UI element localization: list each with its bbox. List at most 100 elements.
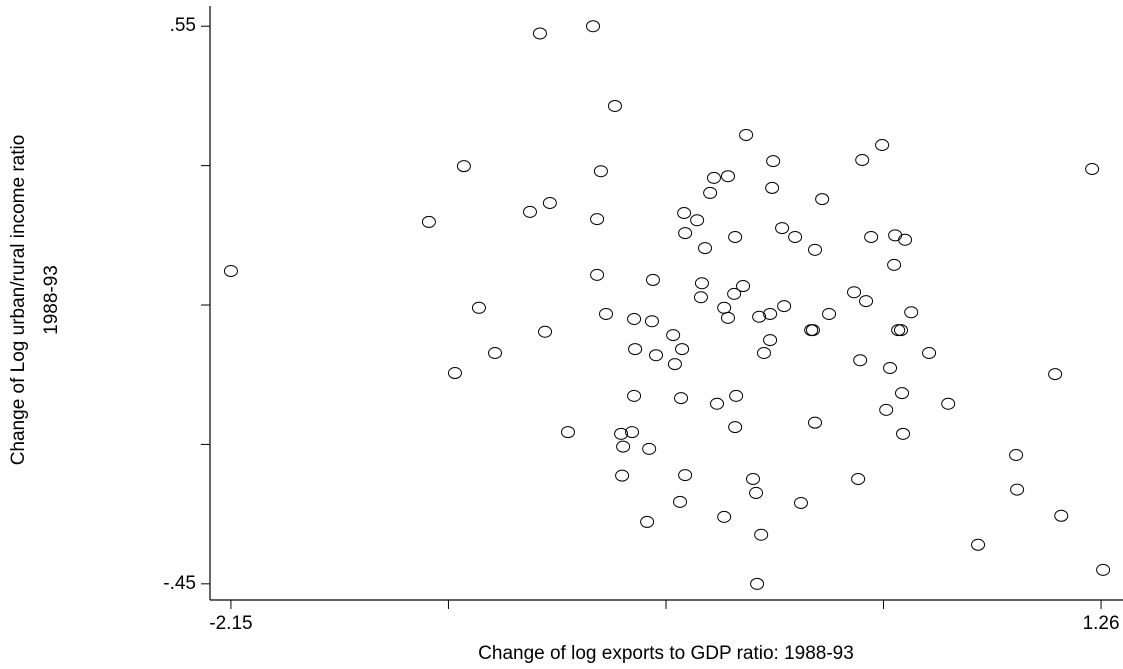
- point: [1054, 509, 1069, 522]
- point: [522, 205, 537, 218]
- point: [752, 310, 767, 323]
- point: [898, 233, 913, 246]
- point: [673, 495, 688, 508]
- point: [763, 334, 778, 347]
- point: [739, 128, 754, 141]
- point: [586, 20, 601, 33]
- point: [590, 268, 605, 281]
- point: [922, 346, 937, 359]
- point: [750, 577, 765, 590]
- point: [859, 295, 874, 308]
- point: [847, 286, 862, 299]
- point: [599, 307, 614, 320]
- point: [1009, 449, 1024, 462]
- point: [561, 426, 576, 439]
- point: [808, 416, 823, 429]
- point: [736, 280, 751, 293]
- point: [875, 138, 890, 151]
- point: [853, 354, 868, 367]
- point: [640, 515, 655, 528]
- point: [616, 440, 631, 453]
- point: [488, 346, 503, 359]
- point: [777, 300, 792, 313]
- point: [593, 165, 608, 178]
- point: [532, 27, 547, 40]
- point: [642, 442, 657, 455]
- point: [675, 343, 690, 356]
- point: [763, 307, 778, 320]
- point: [1048, 368, 1063, 381]
- point: [717, 301, 732, 314]
- point: [883, 362, 898, 375]
- point: [1096, 563, 1111, 576]
- point: [815, 193, 830, 206]
- point: [706, 171, 721, 184]
- point: [677, 207, 692, 220]
- point: [1010, 483, 1025, 496]
- point: [538, 325, 553, 338]
- point: [896, 427, 911, 440]
- y-tick-label: .55: [170, 15, 196, 36]
- y-axis-title: Change of Log urban/rural income ratio: [8, 135, 29, 466]
- point: [855, 154, 870, 167]
- point: [1085, 162, 1100, 175]
- point: [693, 291, 708, 304]
- point: [793, 496, 808, 509]
- point: [649, 349, 664, 362]
- point: [694, 277, 709, 290]
- point: [775, 222, 790, 235]
- point: [615, 469, 630, 482]
- point: [678, 227, 693, 240]
- point: [447, 367, 462, 380]
- point: [754, 528, 769, 541]
- point: [471, 301, 486, 314]
- point: [627, 389, 642, 402]
- point: [805, 324, 820, 337]
- point: [590, 213, 605, 226]
- point: [703, 186, 718, 199]
- point: [822, 307, 837, 320]
- point: [765, 181, 780, 194]
- point: [808, 243, 823, 256]
- point: [667, 358, 682, 371]
- point: [666, 329, 681, 342]
- point: [625, 426, 640, 439]
- point: [644, 315, 659, 328]
- point: [746, 472, 761, 485]
- point: [456, 160, 471, 173]
- point: [674, 392, 689, 405]
- point: [627, 312, 642, 325]
- point: [717, 510, 732, 523]
- y-tick-label: -.45: [163, 573, 196, 594]
- point: [421, 215, 436, 228]
- point: [756, 346, 771, 359]
- point: [749, 486, 764, 499]
- point: [851, 472, 866, 485]
- point: [223, 265, 238, 278]
- point: [720, 170, 735, 183]
- point: [887, 258, 902, 271]
- point: [690, 214, 705, 227]
- point: [879, 403, 894, 416]
- point: [904, 306, 919, 319]
- point: [891, 324, 906, 337]
- point: [766, 155, 781, 168]
- x-tick-label: 1.26: [1083, 613, 1120, 634]
- point: [542, 196, 557, 209]
- y-axis-title: 1988-93: [41, 265, 62, 335]
- point: [710, 397, 725, 410]
- point: [645, 273, 660, 286]
- point: [678, 469, 693, 482]
- point: [971, 538, 986, 551]
- point: [698, 242, 713, 255]
- x-tick-label: -2.15: [209, 613, 252, 634]
- point: [894, 324, 909, 337]
- point: [864, 230, 879, 243]
- point: [727, 287, 742, 300]
- point: [788, 230, 803, 243]
- point: [728, 230, 743, 243]
- point: [728, 421, 743, 434]
- point: [941, 397, 956, 410]
- point: [895, 387, 910, 400]
